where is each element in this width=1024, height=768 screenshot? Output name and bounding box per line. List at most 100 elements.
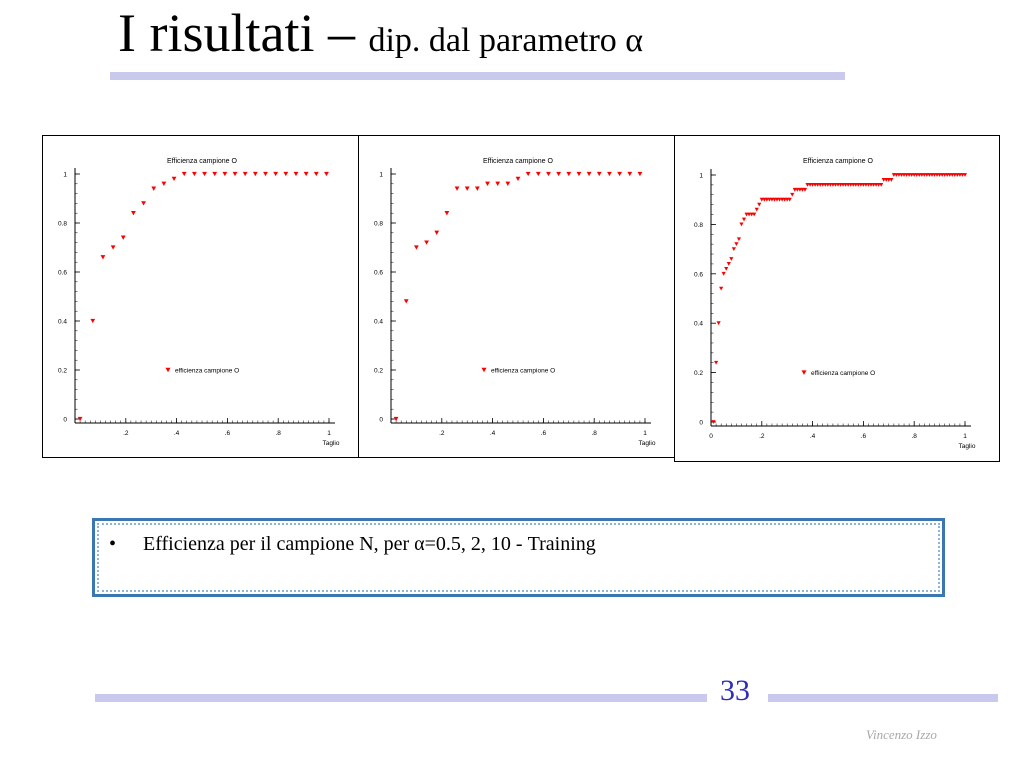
data-point bbox=[617, 171, 622, 177]
data-point bbox=[757, 202, 762, 207]
data-point bbox=[393, 416, 399, 422]
x-tick-label: .2 bbox=[439, 430, 445, 437]
x-tick-label: .6 bbox=[225, 430, 231, 437]
data-point bbox=[212, 171, 218, 177]
data-point bbox=[485, 181, 490, 186]
data-point bbox=[90, 318, 96, 324]
data-point bbox=[151, 186, 157, 191]
y-tick-label: 1 bbox=[379, 172, 383, 179]
x-axis-label: Taglio bbox=[639, 440, 656, 447]
series-points bbox=[77, 171, 329, 422]
y-tick-label: 0.8 bbox=[374, 221, 383, 228]
data-point bbox=[424, 240, 429, 245]
x-tick-label: 0 bbox=[709, 433, 713, 440]
data-point bbox=[505, 181, 511, 186]
data-point bbox=[242, 171, 248, 177]
data-point bbox=[790, 192, 795, 197]
chart-svg: Efficienza campione O00.20.40.60.810.2.4… bbox=[694, 158, 976, 450]
author-name: Vincenzo Izzo bbox=[866, 727, 937, 742]
data-point bbox=[263, 171, 268, 177]
data-point bbox=[607, 171, 612, 177]
chart-svg: Efficienza campione O 0 0.2 0.4 0.6 0.8 1 .2 .4.… bbox=[58, 158, 340, 447]
data-point bbox=[752, 212, 757, 217]
legend-label: efficienza campione O bbox=[491, 368, 555, 375]
x-axis-label: Taglio bbox=[323, 440, 340, 447]
footer-rule-right bbox=[768, 694, 998, 702]
data-point bbox=[131, 211, 136, 216]
y-tick-label: 0.8 bbox=[694, 222, 703, 229]
data-point bbox=[171, 176, 177, 182]
chart-panel-2: Efficienza campione O 0 0.2 0.4 0.6 0.8 1 .2 .4.… bbox=[358, 135, 676, 458]
data-point bbox=[713, 360, 719, 365]
x-tick-label: .8 bbox=[275, 430, 281, 437]
x-tick-label: .2 bbox=[123, 430, 129, 437]
data-point bbox=[729, 257, 734, 261]
data-point bbox=[324, 171, 329, 177]
data-point bbox=[444, 211, 450, 216]
y-tick-label: 0.4 bbox=[58, 319, 67, 326]
data-point bbox=[232, 171, 238, 177]
data-point bbox=[734, 242, 739, 247]
data-point bbox=[879, 182, 884, 187]
data-point bbox=[962, 173, 968, 177]
y-tick-label: 0.6 bbox=[58, 270, 67, 277]
title-underline bbox=[110, 72, 845, 80]
y-tick-label: 0.6 bbox=[694, 271, 703, 278]
x-tick-label: .2 bbox=[759, 433, 765, 440]
y-tick-label: 0.8 bbox=[58, 221, 67, 228]
series-points bbox=[711, 173, 968, 424]
data-point bbox=[100, 255, 106, 260]
y-tick-label: 0 bbox=[699, 420, 703, 427]
data-point bbox=[454, 186, 460, 191]
slide-title-main: I risultati – bbox=[118, 3, 369, 63]
x-tick-label: .8 bbox=[591, 430, 597, 437]
y-tick-label: 0.2 bbox=[58, 368, 67, 375]
x-tick-label: .4 bbox=[810, 433, 816, 440]
data-point bbox=[515, 176, 521, 182]
data-point bbox=[464, 186, 470, 191]
data-point bbox=[525, 171, 531, 177]
data-point bbox=[566, 171, 572, 177]
data-point bbox=[802, 187, 808, 192]
data-point bbox=[181, 171, 187, 177]
data-point bbox=[731, 247, 736, 251]
data-point bbox=[721, 271, 726, 276]
legend-label: efficienza campione O bbox=[811, 370, 875, 377]
slide-title-sub: dip. dal parametro α bbox=[368, 22, 644, 59]
x-tick-label: .4 bbox=[490, 430, 496, 437]
legend-marker bbox=[481, 367, 487, 373]
chart-panel-1: Efficienza campione O 0 0.2 0.4 0.6 0.8 1 .2 .4.… bbox=[42, 135, 360, 458]
data-point bbox=[161, 181, 167, 186]
series-points bbox=[393, 171, 643, 422]
caption-box: • Efficienza per il campione N, per α=0.5… bbox=[92, 518, 945, 597]
data-point bbox=[414, 245, 419, 250]
data-point bbox=[535, 171, 541, 177]
data-point bbox=[726, 262, 731, 266]
data-point bbox=[474, 186, 480, 191]
data-point bbox=[110, 245, 116, 250]
data-point bbox=[202, 171, 207, 177]
data-point bbox=[754, 207, 759, 212]
data-point bbox=[141, 201, 146, 206]
page-number: 33 bbox=[720, 674, 750, 707]
data-point bbox=[120, 235, 126, 240]
y-tick-label: 1 bbox=[699, 173, 703, 180]
footer-rule-left bbox=[95, 694, 707, 702]
y-tick-label: 0 bbox=[379, 417, 383, 424]
data-point bbox=[889, 178, 894, 182]
chart-title: Efficienza campione O bbox=[483, 158, 553, 165]
x-axis-label: Taglio bbox=[959, 443, 976, 450]
data-point bbox=[556, 171, 562, 177]
data-point bbox=[787, 197, 792, 202]
data-point bbox=[293, 171, 299, 177]
caption-text: Efficienza per il campione N, per α=0.5,… bbox=[143, 533, 596, 555]
data-point bbox=[273, 171, 279, 177]
data-point bbox=[716, 321, 721, 326]
x-tick-label: .8 bbox=[911, 433, 917, 440]
data-point bbox=[719, 286, 724, 291]
data-point bbox=[741, 217, 747, 222]
legend-marker bbox=[165, 367, 171, 373]
data-point bbox=[724, 266, 729, 271]
data-point bbox=[627, 171, 633, 177]
data-point bbox=[739, 222, 744, 227]
